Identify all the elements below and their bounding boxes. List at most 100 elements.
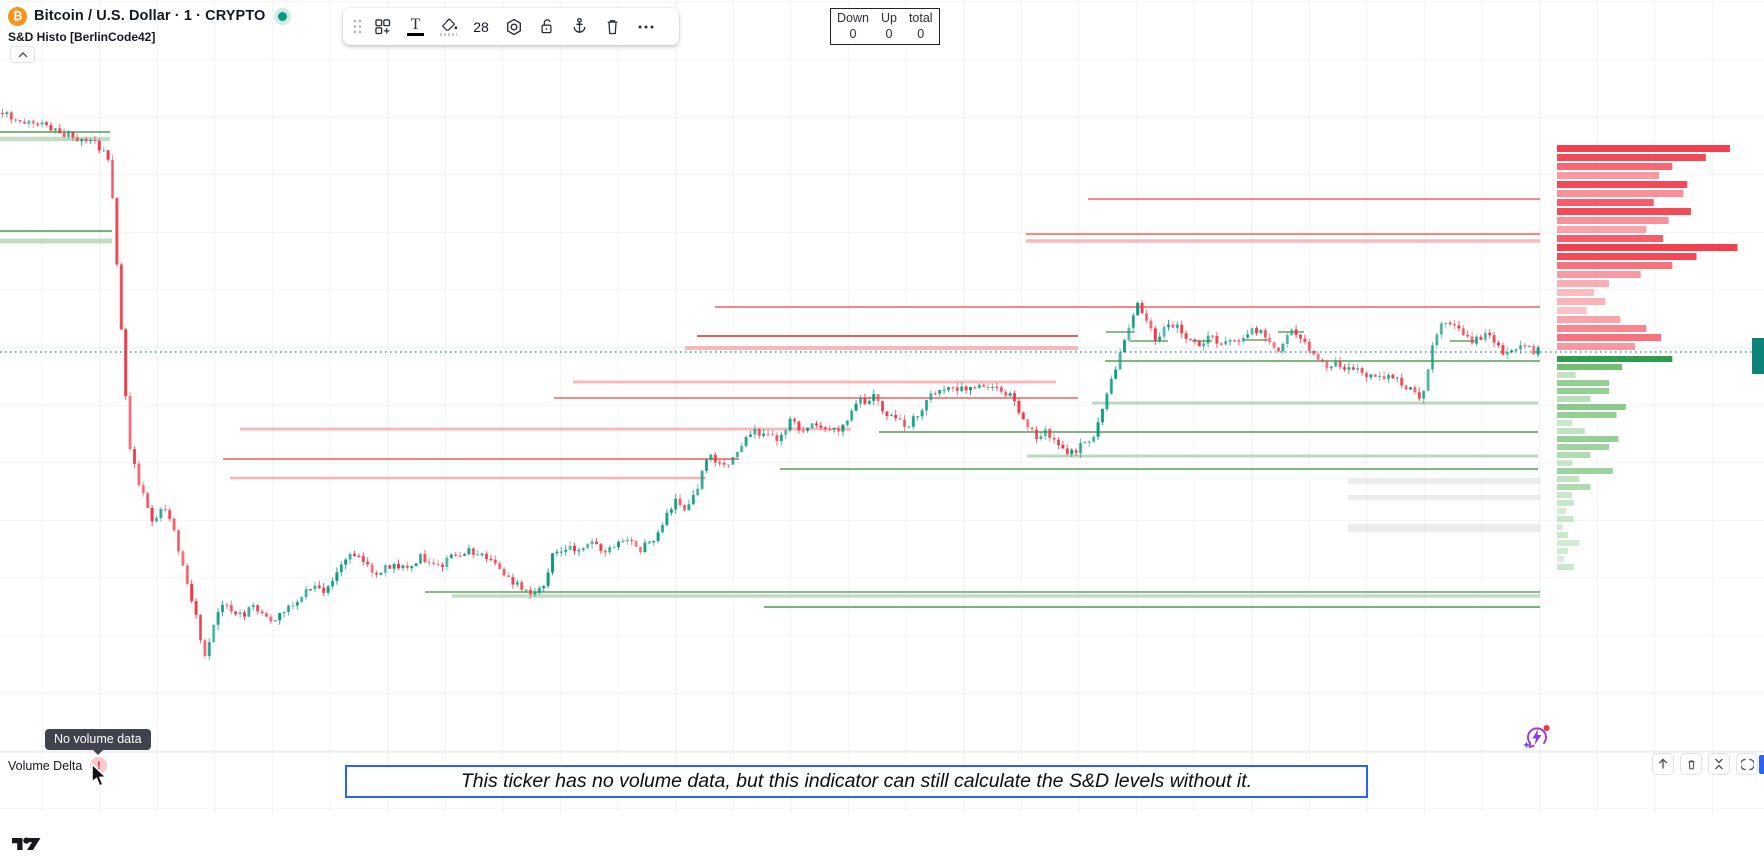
lock-button[interactable] <box>531 11 562 42</box>
pane-controls <box>1652 753 1758 775</box>
volume-profile-bar-sell <box>1557 190 1684 197</box>
mouse-cursor <box>91 763 108 788</box>
volume-profile-bar-buy <box>1557 436 1619 442</box>
anchor-button[interactable] <box>564 11 595 42</box>
volume-profile-bar-sell <box>1557 343 1636 350</box>
volume-profile-bar-sell <box>1557 253 1697 260</box>
stats-value-total: 0 <box>917 27 925 41</box>
volume-profile-bar-sell <box>1557 217 1669 224</box>
volume-profile-bar-buy <box>1557 380 1610 386</box>
volume-profile-bar-buy <box>1557 396 1591 402</box>
sd-neutral-band <box>1348 478 1540 484</box>
settings-button[interactable] <box>498 11 529 42</box>
volume-profile-bar-sell <box>1557 181 1688 188</box>
volume-profile-bar-sell <box>1557 307 1587 314</box>
volume-profile-bar-sell <box>1557 280 1610 287</box>
tradingview-logo[interactable] <box>11 834 43 854</box>
volume-profile-bar-sell <box>1557 334 1662 341</box>
fill-color-button[interactable] <box>433 11 464 42</box>
stats-header-up: Up <box>880 11 897 25</box>
volume-delta-legend[interactable]: Volume Delta ! <box>8 757 108 774</box>
volume-profile-bar-sell <box>1557 199 1654 206</box>
volume-profile-bar-buy <box>1557 444 1610 450</box>
volume-delta-label: Volume Delta <box>8 758 83 773</box>
stats-header-total: total <box>908 11 933 25</box>
collapse-icon <box>1715 758 1723 770</box>
anchor-icon <box>573 17 586 33</box>
pane-collapse-button[interactable] <box>1708 753 1730 775</box>
volume-profile-bar-sell <box>1557 262 1673 269</box>
font-size-button[interactable]: 28 <box>473 18 489 35</box>
trash-icon <box>607 20 618 35</box>
volume-profile-bar-buy <box>1557 540 1580 546</box>
pane-delete-button[interactable] <box>1680 753 1702 775</box>
layout-grid-add-button[interactable] <box>367 11 398 42</box>
fill-color-swatch <box>440 32 457 37</box>
chevron-up-icon <box>18 51 27 57</box>
volume-profile-bar-buy <box>1557 484 1591 490</box>
current-price-marker <box>1752 338 1764 374</box>
bitcoin-icon: ₿ <box>8 6 27 26</box>
stats-value-down: 0 <box>849 27 857 41</box>
edge-panel-button[interactable] <box>1759 755 1764 774</box>
volume-profile-bar-sell <box>1557 235 1664 242</box>
volume-profile-bar-buy <box>1557 508 1567 514</box>
volume-profile-bar-buy <box>1557 564 1574 570</box>
annotation-text: This ticker has no volume data, but this… <box>460 770 1253 792</box>
volume-profile-bar-sell <box>1557 154 1706 161</box>
volume-profile-bar-buy <box>1557 372 1576 378</box>
volume-profile-bar-buy <box>1557 428 1585 434</box>
lock-unlocked-icon <box>541 19 552 34</box>
symbol-title[interactable]: Bitcoin / U.S. Dollar · 1 · CRYPTO <box>34 8 266 24</box>
sd-neutral-band <box>1348 495 1540 500</box>
sd-stats-table: Down Up total 0 0 0 <box>830 8 940 45</box>
volume-profile-bar-buy <box>1557 404 1626 410</box>
market-open-status-dot[interactable] <box>278 11 288 21</box>
volume-profile-bar-buy <box>1557 500 1574 506</box>
volume-profile-bar-sell <box>1557 244 1738 251</box>
delete-button[interactable] <box>597 11 628 42</box>
text-annotation-box[interactable]: This ticker has no volume data, but this… <box>345 765 1368 798</box>
paint-bucket-icon <box>441 17 458 31</box>
volume-profile-bar-buy <box>1557 420 1572 426</box>
maximize-icon <box>1740 758 1754 770</box>
volume-profile-bar-sell <box>1557 226 1647 233</box>
drag-handle-icon[interactable] <box>349 11 365 42</box>
volume-profile-bar-buy <box>1557 476 1580 482</box>
legend-collapse-button[interactable] <box>10 46 35 63</box>
volume-profile-bar-sell <box>1557 208 1691 215</box>
more-options-button[interactable] <box>630 11 661 42</box>
volume-profile-bar-buy <box>1557 524 1563 530</box>
sd-neutral-band <box>1348 524 1540 532</box>
trash-icon <box>1688 759 1694 769</box>
volume-profile-bar-sell <box>1557 145 1730 152</box>
symbol-legend-row[interactable]: ₿ Bitcoin / U.S. Dollar · 1 · CRYPTO <box>8 5 288 27</box>
pane-maximize-button[interactable] <box>1736 753 1758 775</box>
layout-grid-add-icon <box>375 19 391 35</box>
volume-profile-bar-sell <box>1557 163 1673 170</box>
volume-profile-bar-buy <box>1557 412 1617 418</box>
volume-profile-bar-sell <box>1557 298 1606 305</box>
volume-profile-bar-buy <box>1557 548 1569 554</box>
no-volume-tooltip: No volume data <box>45 729 151 755</box>
volume-profile-bar-sell <box>1557 325 1647 332</box>
volume-profile-bar-sell <box>1557 289 1595 296</box>
drawing-toolbar: T 28 <box>343 8 679 45</box>
volume-profile-bar-buy <box>1557 388 1610 394</box>
volume-profile-bar-buy <box>1557 452 1591 458</box>
volume-profile-bar-buy <box>1557 516 1574 522</box>
indicator-title[interactable]: S&D Histo [BerlinCode42] <box>8 30 156 44</box>
pane-move-up-button[interactable] <box>1652 753 1674 775</box>
volume-profile-bar-buy <box>1557 492 1572 498</box>
volume-profile-bar-buy <box>1557 364 1623 370</box>
text-color-button[interactable]: T <box>400 11 431 42</box>
rewards-icon[interactable] <box>1522 722 1552 752</box>
stats-header-down: Down <box>837 11 869 25</box>
chart-legend: ₿ Bitcoin / U.S. Dollar · 1 · CRYPTO S&D… <box>8 5 288 44</box>
volume-profile-bar-buy <box>1557 468 1613 474</box>
volume-profile-bar-buy <box>1557 460 1572 466</box>
more-icon <box>638 25 653 28</box>
text-color-swatch <box>407 32 424 37</box>
